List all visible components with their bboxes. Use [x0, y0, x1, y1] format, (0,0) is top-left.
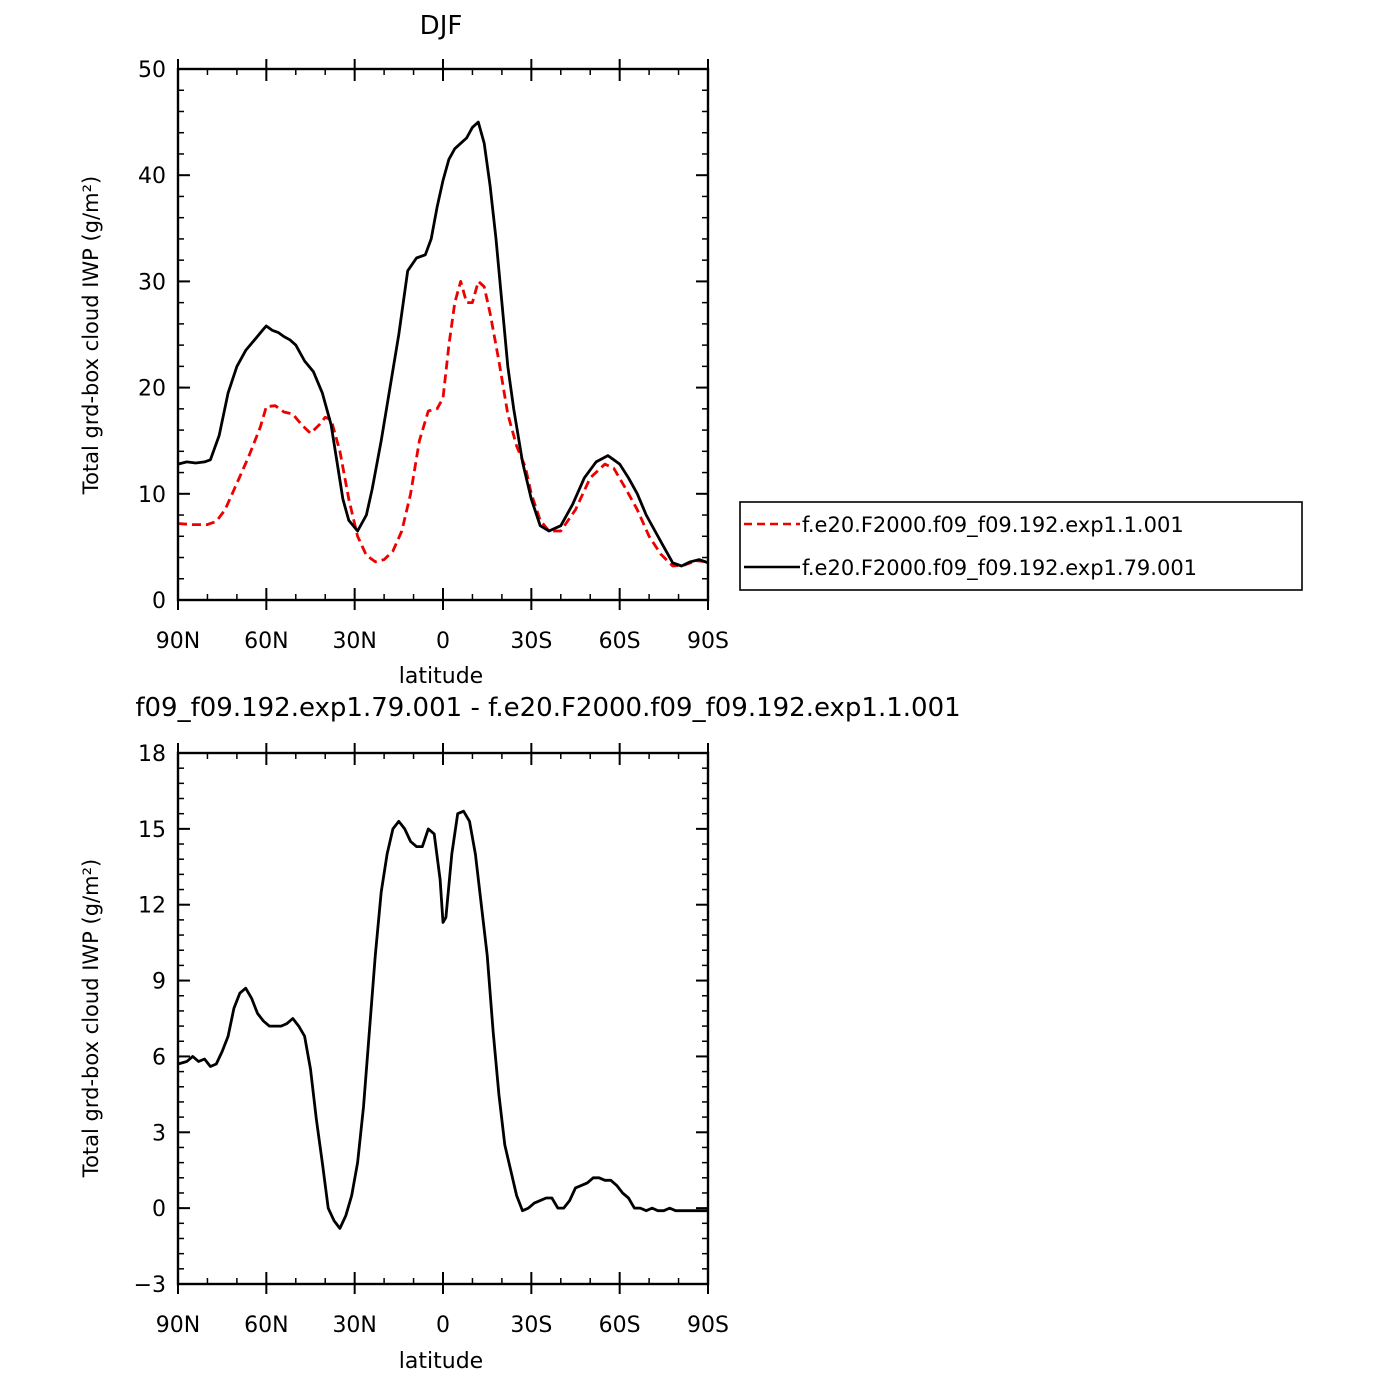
- x-tick-label: 90N: [156, 629, 200, 654]
- legend-box: [739, 501, 1303, 591]
- y-tick-label: 12: [138, 894, 166, 919]
- series-line-1: [177, 120, 709, 568]
- y-tick-label: 40: [138, 164, 166, 189]
- top-x-axis-label: latitude: [399, 664, 483, 689]
- y-tick-label: 50: [138, 58, 166, 83]
- y-tick-label: 6: [152, 1045, 166, 1070]
- y-tick-label: 18: [138, 742, 166, 767]
- top-chart-title: DJF: [420, 11, 463, 41]
- y-tick-label: 0: [152, 1197, 166, 1222]
- x-tick-label: 0: [436, 1313, 450, 1338]
- legend: f.e20.F2000.f09_f09.192.exp1.1.001 f.e20…: [739, 501, 1303, 591]
- bottom-plot-frame: [176, 751, 710, 1286]
- y-tick-label: 20: [138, 377, 166, 402]
- legend-label-exp1-1-001: f.e20.F2000.f09_f09.192.exp1.1.001: [802, 513, 1184, 538]
- y-tick-label: 15: [138, 818, 166, 843]
- x-tick-label: 90S: [687, 629, 729, 654]
- x-tick-label: 90S: [687, 1313, 729, 1338]
- y-tick-label: 10: [138, 483, 166, 508]
- y-tick-label: 9: [152, 970, 166, 995]
- y-tick-label: 30: [138, 270, 166, 295]
- x-tick-label: 90N: [156, 1313, 200, 1338]
- x-tick-label: 60N: [244, 1313, 288, 1338]
- x-tick-label: 60S: [599, 629, 641, 654]
- x-tick-label: 0: [436, 629, 450, 654]
- bottom-x-axis-label: latitude: [399, 1349, 483, 1374]
- y-tick-label: −3: [134, 1273, 166, 1298]
- x-tick-label: 60S: [599, 1313, 641, 1338]
- x-tick-label: 30S: [510, 629, 552, 654]
- bottom-y-axis-label: Total grd-box cloud IWP (g/m²): [79, 859, 103, 1178]
- y-tick-label: 0: [152, 589, 166, 614]
- series-line-0: [177, 280, 709, 568]
- x-tick-label: 60N: [244, 629, 288, 654]
- top-y-axis-label: Total grd-box cloud IWP (g/m²): [79, 176, 103, 495]
- y-tick-label: 3: [152, 1121, 166, 1146]
- legend-label-exp1-79-001: f.e20.F2000.f09_f09.192.exp1.79.001: [802, 556, 1197, 581]
- top-chart: DJF 0 10 20 30 40 50 90N 60N 30N 0 30S 60S 90S Total…: [79, 11, 729, 689]
- series-line-0: [177, 809, 708, 1230]
- x-tick-label: 30N: [332, 629, 376, 654]
- bottom-chart-title: f09_f09.192.exp1.79.001 - f.e20.F2000.f0…: [135, 693, 960, 723]
- x-tick-label: 30N: [332, 1313, 376, 1338]
- bottom-chart: f09_f09.192.exp1.79.001 - f.e20.F2000.f0…: [79, 693, 961, 1374]
- x-tick-label: 30S: [510, 1313, 552, 1338]
